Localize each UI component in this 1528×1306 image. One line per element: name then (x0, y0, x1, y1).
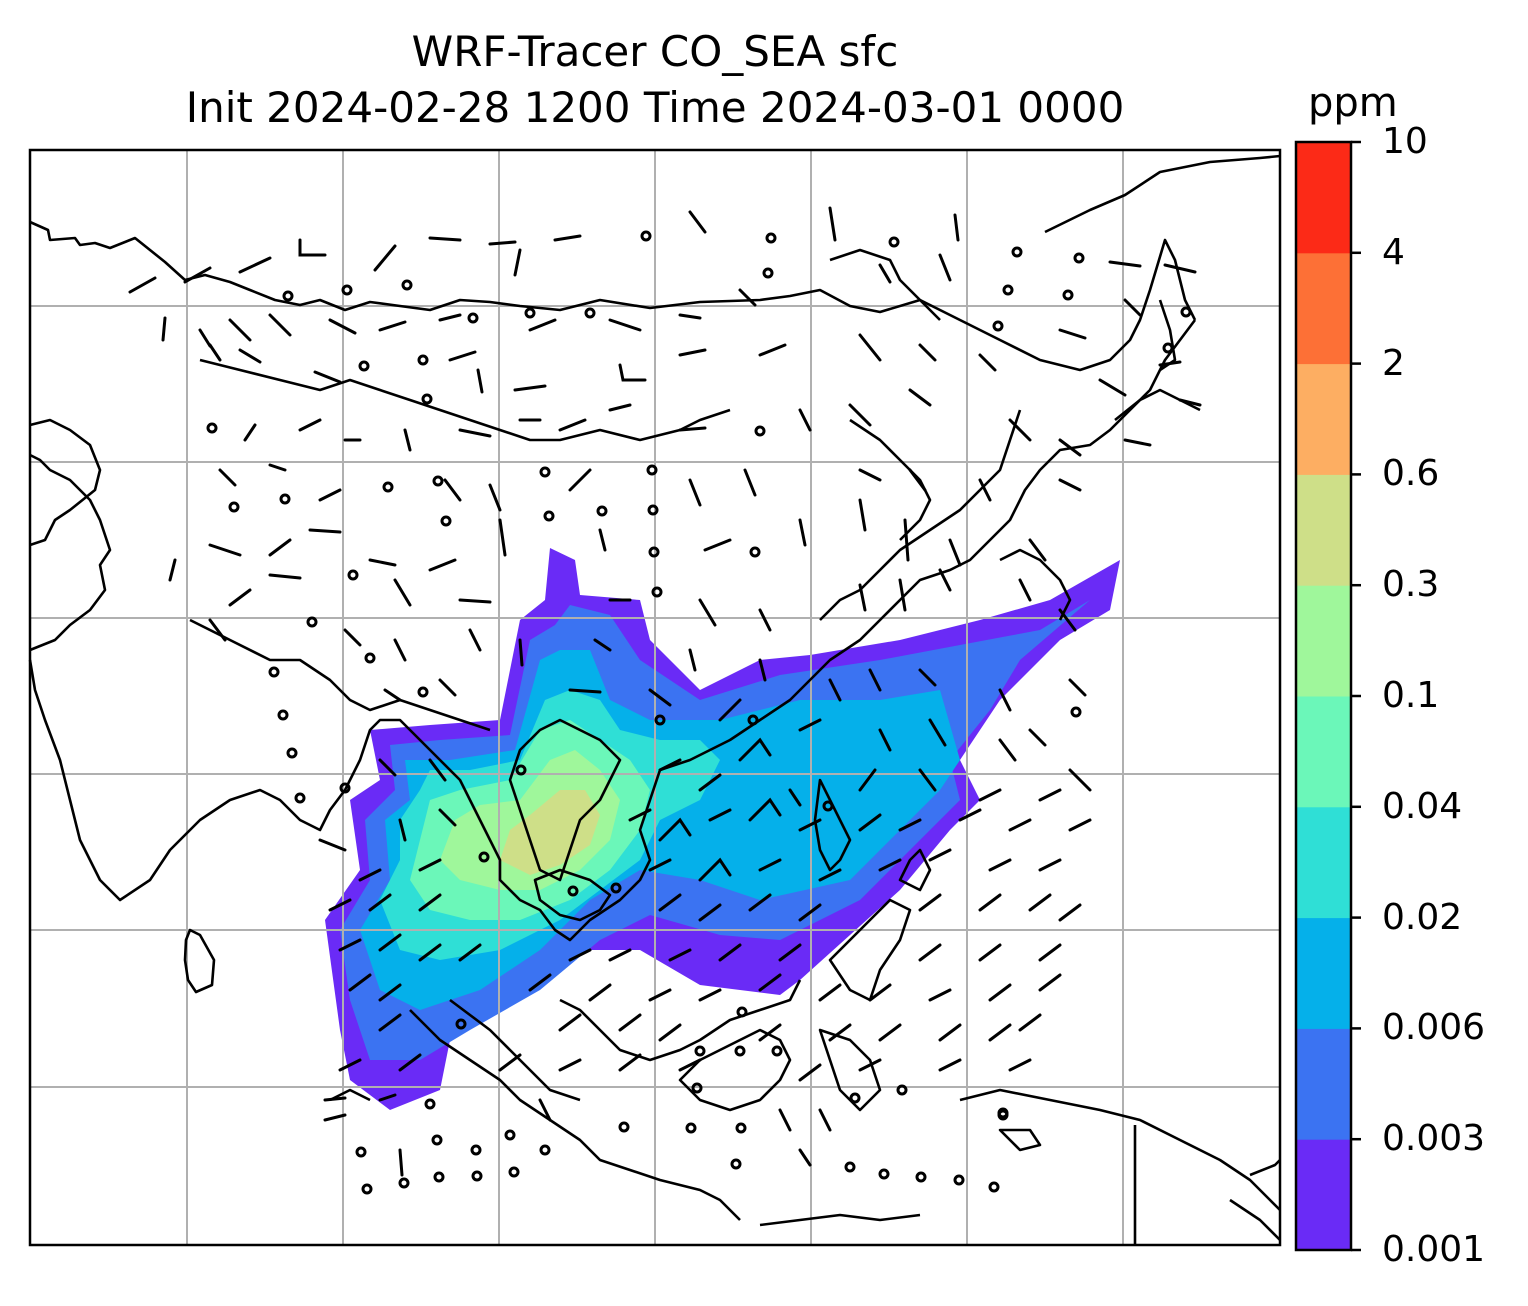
colorbar-tick-label: 0.02 (1382, 896, 1463, 938)
colorbar-tick-label: 0.6 (1382, 453, 1440, 495)
colorbar-tick-label: 10 (1382, 121, 1428, 162)
tracer-plume (325, 548, 1120, 1110)
colorbar-swatch (1296, 917, 1351, 1029)
colorbar-tick-label: 4 (1382, 231, 1405, 273)
colorbar-swatch (1296, 806, 1351, 919)
colorbar-tick-label: 0.04 (1382, 785, 1463, 827)
colorbar-tick-label: 0.006 (1382, 1007, 1486, 1049)
colorbar-swatch (1296, 696, 1351, 808)
colorbar-tick-label: 0.001 (1382, 1229, 1486, 1270)
colorbar-swatch (1296, 474, 1351, 586)
colorbar-swatch (1296, 585, 1351, 697)
map-title-line2: Init 2024-02-28 1200 Time 2024-03-01 000… (185, 83, 1125, 132)
map-title-line1: WRF-Tracer CO_SEA sfc (411, 27, 899, 76)
colorbar-swatch (1296, 1139, 1351, 1251)
colorbar-swatch (1296, 1028, 1351, 1140)
colorbar-swatch (1296, 363, 1351, 475)
colorbar-unit: ppm (1308, 80, 1398, 126)
colorbar-tick-label: 0.003 (1382, 1118, 1486, 1160)
wind-barbs (128, 206, 1202, 1177)
gridlines (30, 150, 1280, 1245)
colorbar-tick-label: 0.3 (1382, 564, 1440, 606)
colorbar-tick-label: 0.1 (1382, 675, 1440, 716)
colorbar-swatch (1296, 142, 1351, 254)
colorbar-tick-label: 2 (1382, 342, 1405, 384)
coastlines-borders (28, 154, 1281, 1245)
colorbar (1294, 140, 1361, 1252)
map-frame (28, 148, 1282, 1247)
calm-wind-circles (206, 230, 1192, 1195)
colorbar-swatch (1296, 252, 1351, 365)
